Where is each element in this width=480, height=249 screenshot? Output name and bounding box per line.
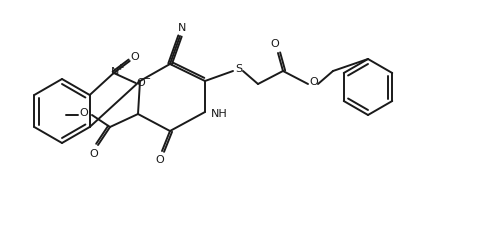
Text: +: + — [117, 62, 124, 71]
Text: N: N — [110, 67, 119, 77]
Text: N: N — [178, 23, 186, 33]
Text: O: O — [156, 155, 164, 165]
Text: O: O — [131, 52, 139, 62]
Text: −: − — [143, 74, 151, 84]
Text: O: O — [90, 149, 98, 159]
Text: O: O — [310, 77, 318, 87]
Text: O: O — [80, 108, 88, 118]
Text: S: S — [235, 64, 242, 74]
Text: O: O — [136, 78, 145, 88]
Text: O: O — [271, 39, 279, 49]
Text: NH: NH — [211, 109, 228, 119]
